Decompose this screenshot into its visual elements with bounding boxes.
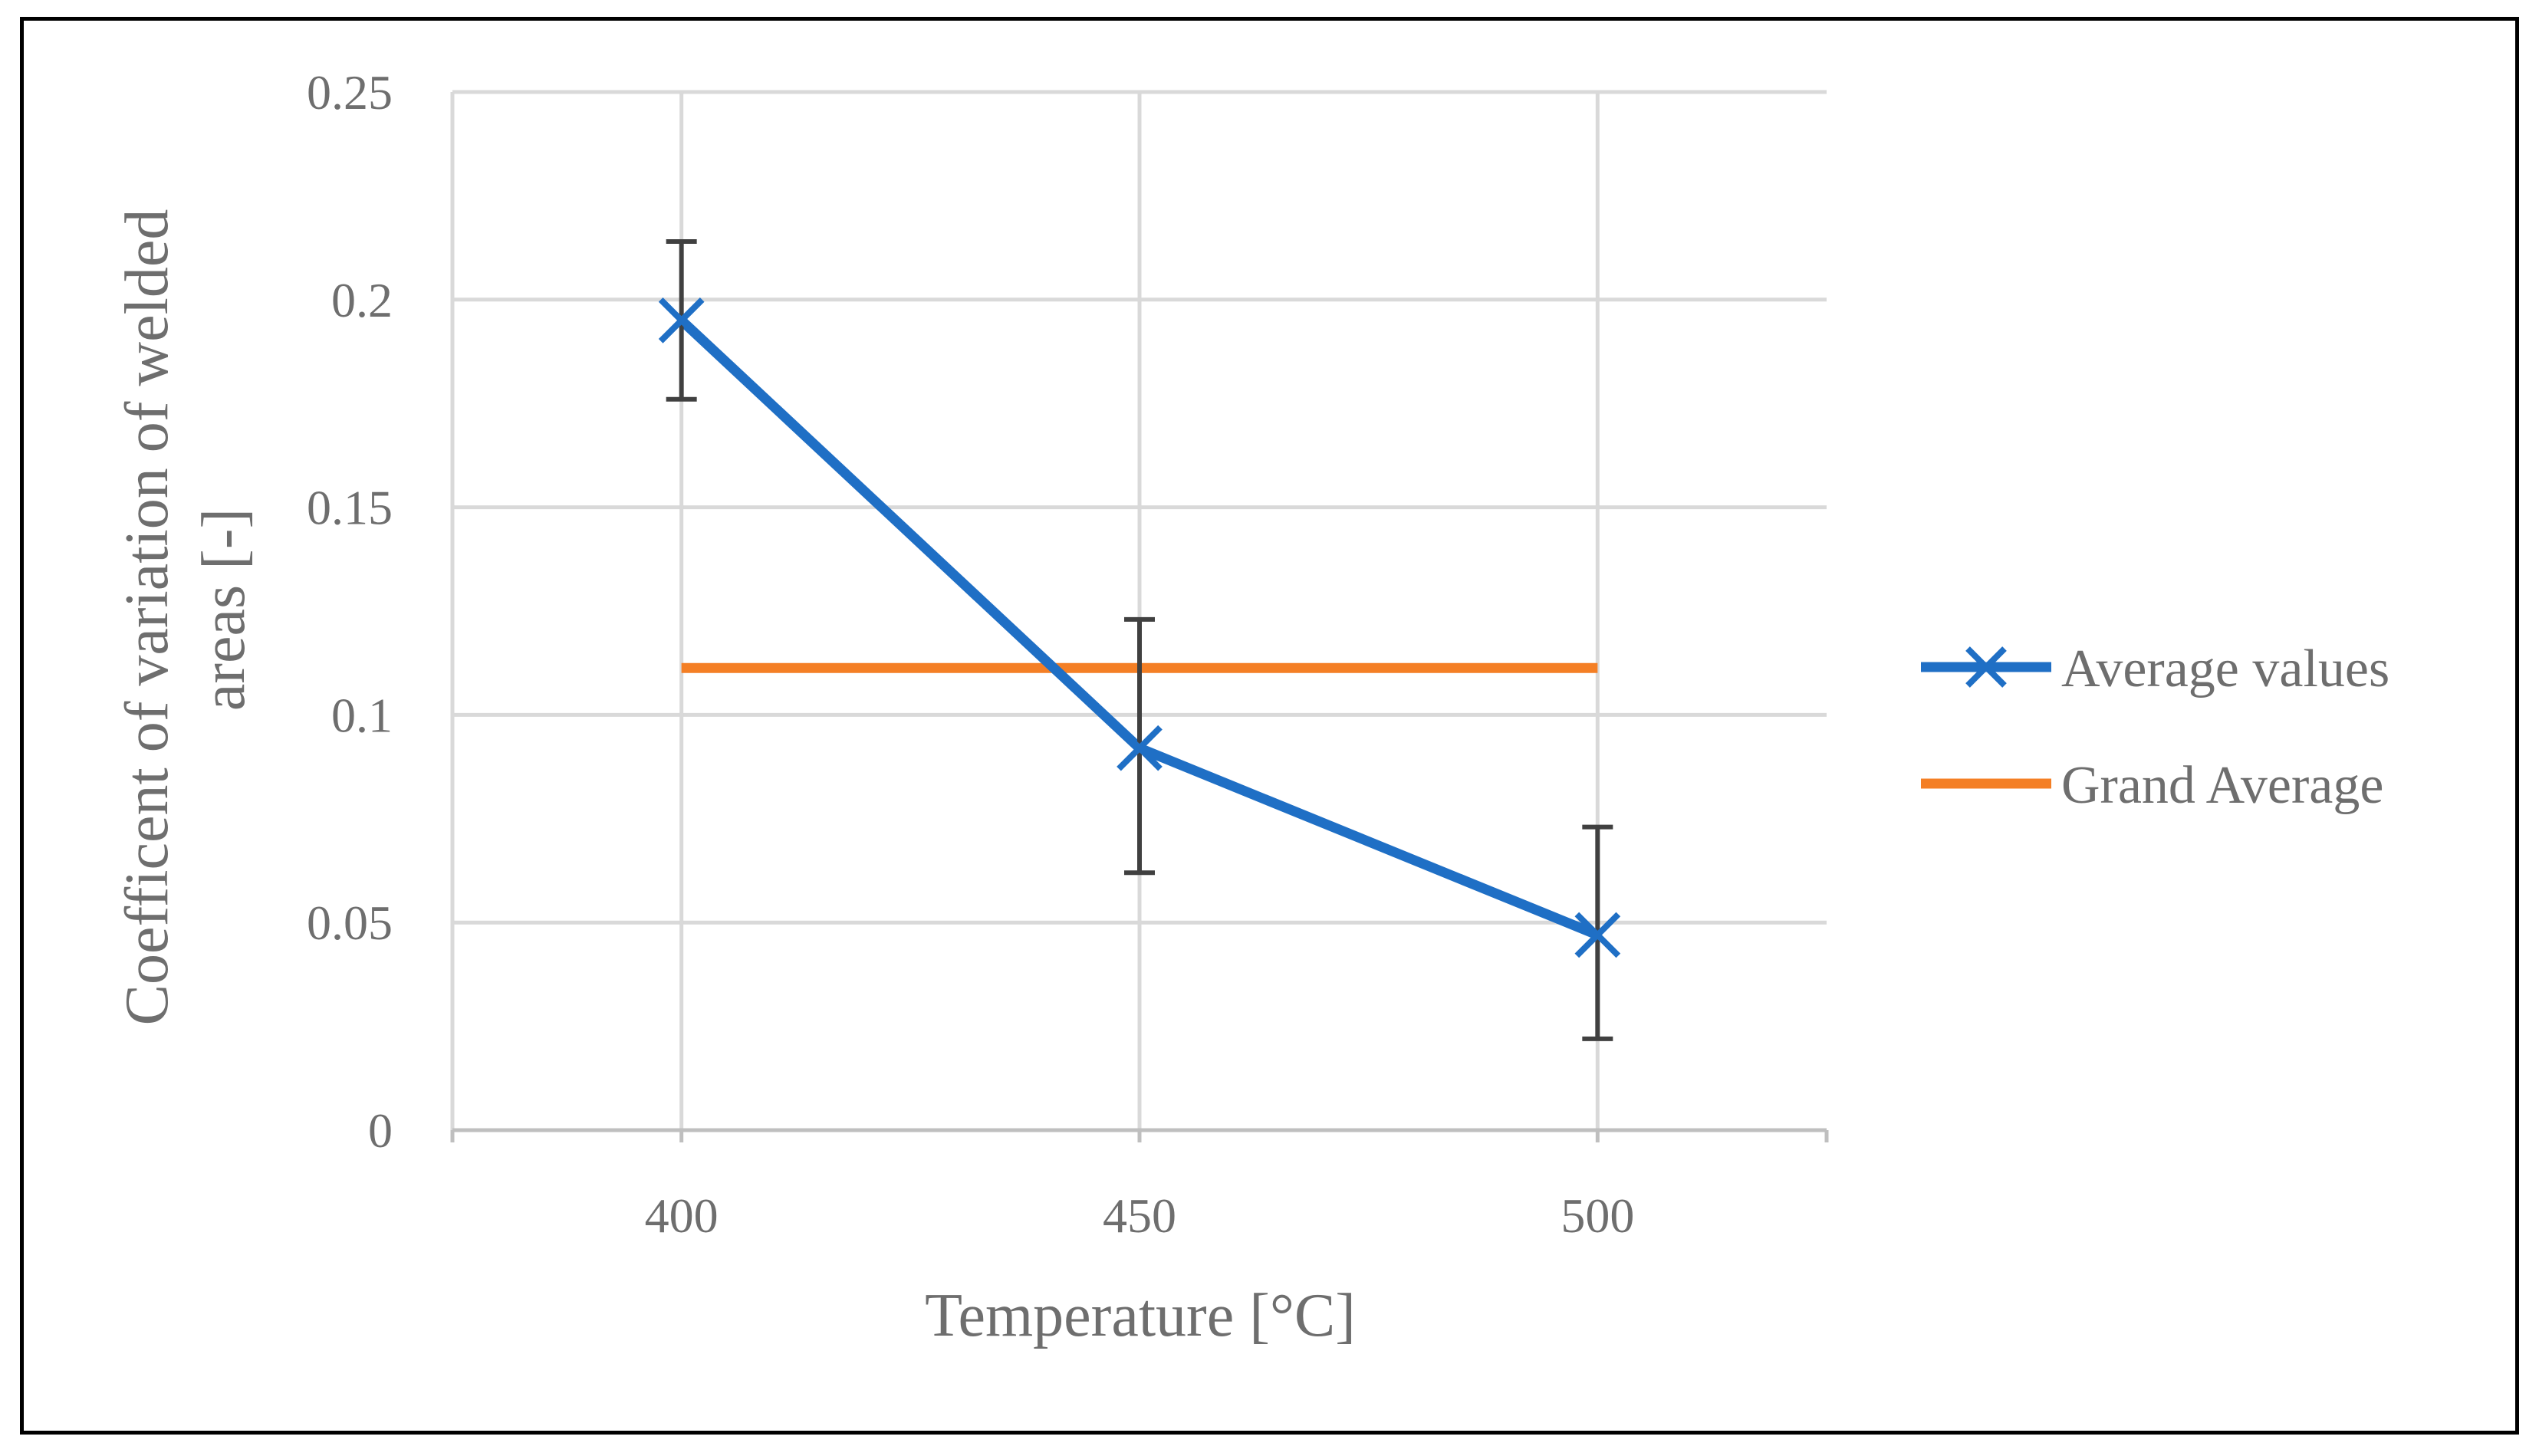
x-axis-title: Temperature [°C] [925,1282,1356,1349]
x-tick-label: 400 [645,1188,719,1243]
legend: Average values Grand Average [1921,639,2389,815]
legend-label-average-values: Average values [2061,639,2389,698]
axes [450,92,1829,1142]
legend-item-grand-average[interactable]: Grand Average [1921,756,2383,815]
markers [658,297,1621,958]
x-tick-label: 500 [1561,1188,1634,1243]
y-axis-title-line-1: Coefficent of variation of welded [113,209,181,1026]
y-tick-labels: 0 0.05 0.1 0.15 0.2 0.25 [307,65,393,1158]
y-axis-title-line-2: areas [-] [190,508,258,711]
data-point-x-marker [658,297,705,343]
x-tick-labels: 400 450 500 [645,1188,1635,1243]
data-point-x-marker [1574,912,1621,958]
legend-item-average-values[interactable]: Average values [1921,639,2389,698]
legend-marker-x-icon [1965,646,2007,688]
y-axis-title: Coefficent of variation of welded areas … [113,194,258,1026]
y-tick-label: 0.05 [307,896,393,950]
y-tick-label: 0 [368,1103,393,1158]
y-tick-label: 0.2 [331,273,393,327]
y-tick-label: 0.1 [331,688,393,742]
y-tick-label: 0.25 [307,65,393,120]
chart-frame [20,17,2519,1435]
x-tick-label: 450 [1103,1188,1176,1243]
grid-lines [452,90,1827,1130]
data-point-x-marker [1117,725,1163,771]
legend-label-grand-average: Grand Average [2061,756,2383,815]
y-tick-label: 0.15 [307,481,393,535]
